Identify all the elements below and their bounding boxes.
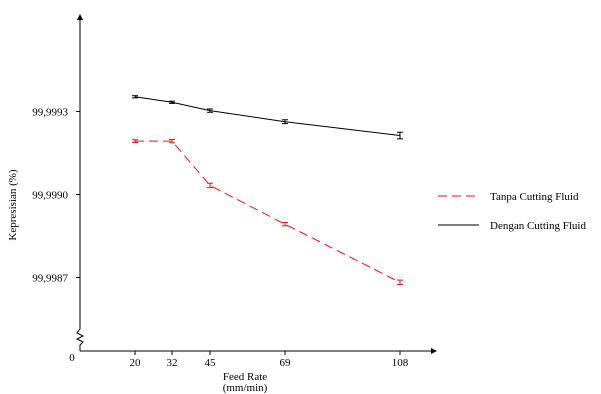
series-line	[135, 140, 401, 283]
y-axis-arrow	[77, 14, 83, 20]
legend: Tanpa Cutting Fluid Dengan Cutting Fluid	[438, 191, 586, 232]
series-layer	[132, 95, 403, 286]
x-tick-label: 32	[167, 357, 178, 369]
x-tick-label: 69	[280, 357, 292, 369]
y-tick-label: 99,9990	[32, 190, 68, 202]
y-axis-label: Kepresisian (%)	[7, 169, 19, 241]
legend-label: Dengan Cutting Fluid	[490, 220, 586, 232]
origin-label: 0	[69, 352, 75, 364]
x-axis-unit-label: (mm/min)	[223, 382, 268, 394]
y-tick-label: 99,9993	[32, 107, 68, 119]
x-tick-label: 45	[205, 357, 217, 369]
x-axis-arrow	[431, 348, 437, 354]
x-axis-label: Feed Rate	[223, 371, 267, 383]
x-tick-label: 108	[392, 357, 409, 369]
legend-label: Tanpa Cutting Fluid	[490, 191, 579, 203]
axes: 99,9993 99,9990 99,9987 20 32 45 69 108	[32, 14, 437, 369]
y-axis-break	[75, 328, 85, 351]
series-group	[132, 138, 403, 286]
x-tick-label: 20	[130, 357, 142, 369]
series-group	[132, 95, 403, 140]
series-line	[134, 96, 401, 136]
y-tick-label: 99,9987	[32, 273, 68, 285]
